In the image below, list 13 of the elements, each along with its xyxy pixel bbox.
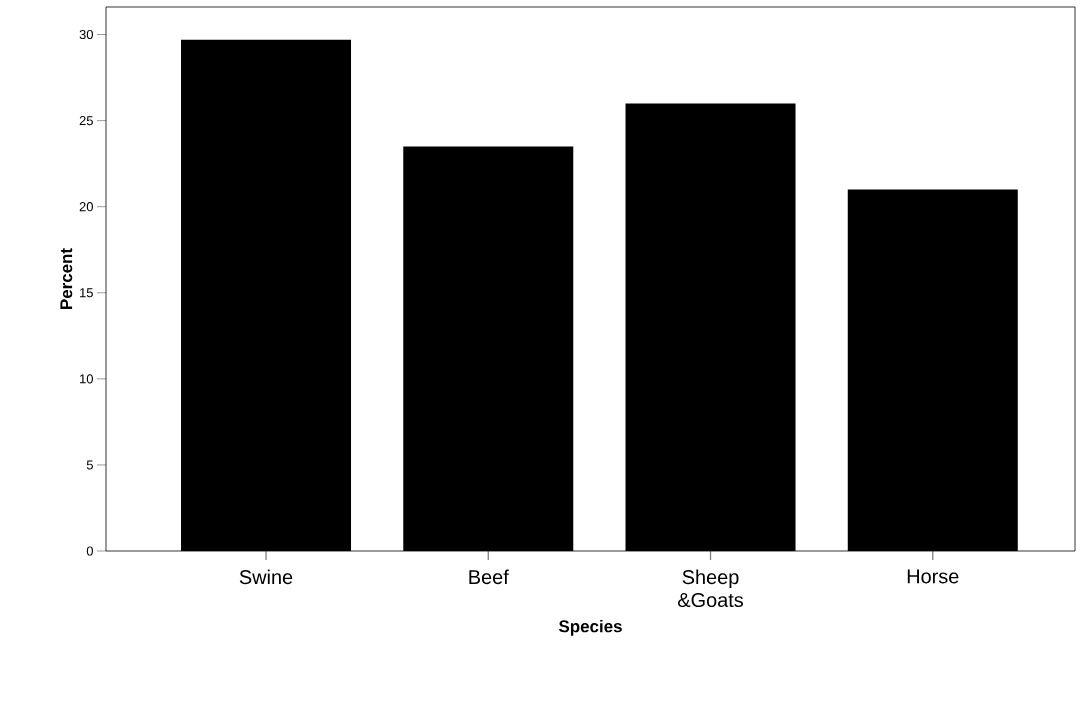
x-tick-label: Sheep &Goats <box>678 569 744 608</box>
x-tick-label: Beef <box>469 569 509 585</box>
y-tick-label: 20 <box>79 202 93 212</box>
y-tick-label: 25 <box>79 116 93 126</box>
y-tick-label: 15 <box>80 288 93 298</box>
y-tick-label: 30 <box>79 29 93 40</box>
x-tick-label: Swine <box>239 569 293 585</box>
x-axis-title: Species <box>558 619 622 636</box>
y-tick-label: 5 <box>86 460 93 470</box>
y-axis-title: Percent <box>60 248 73 309</box>
y-tick-label: 0 <box>86 546 93 556</box>
x-tick-label: Horse <box>907 569 959 584</box>
y-tick-label: 10 <box>80 374 93 384</box>
